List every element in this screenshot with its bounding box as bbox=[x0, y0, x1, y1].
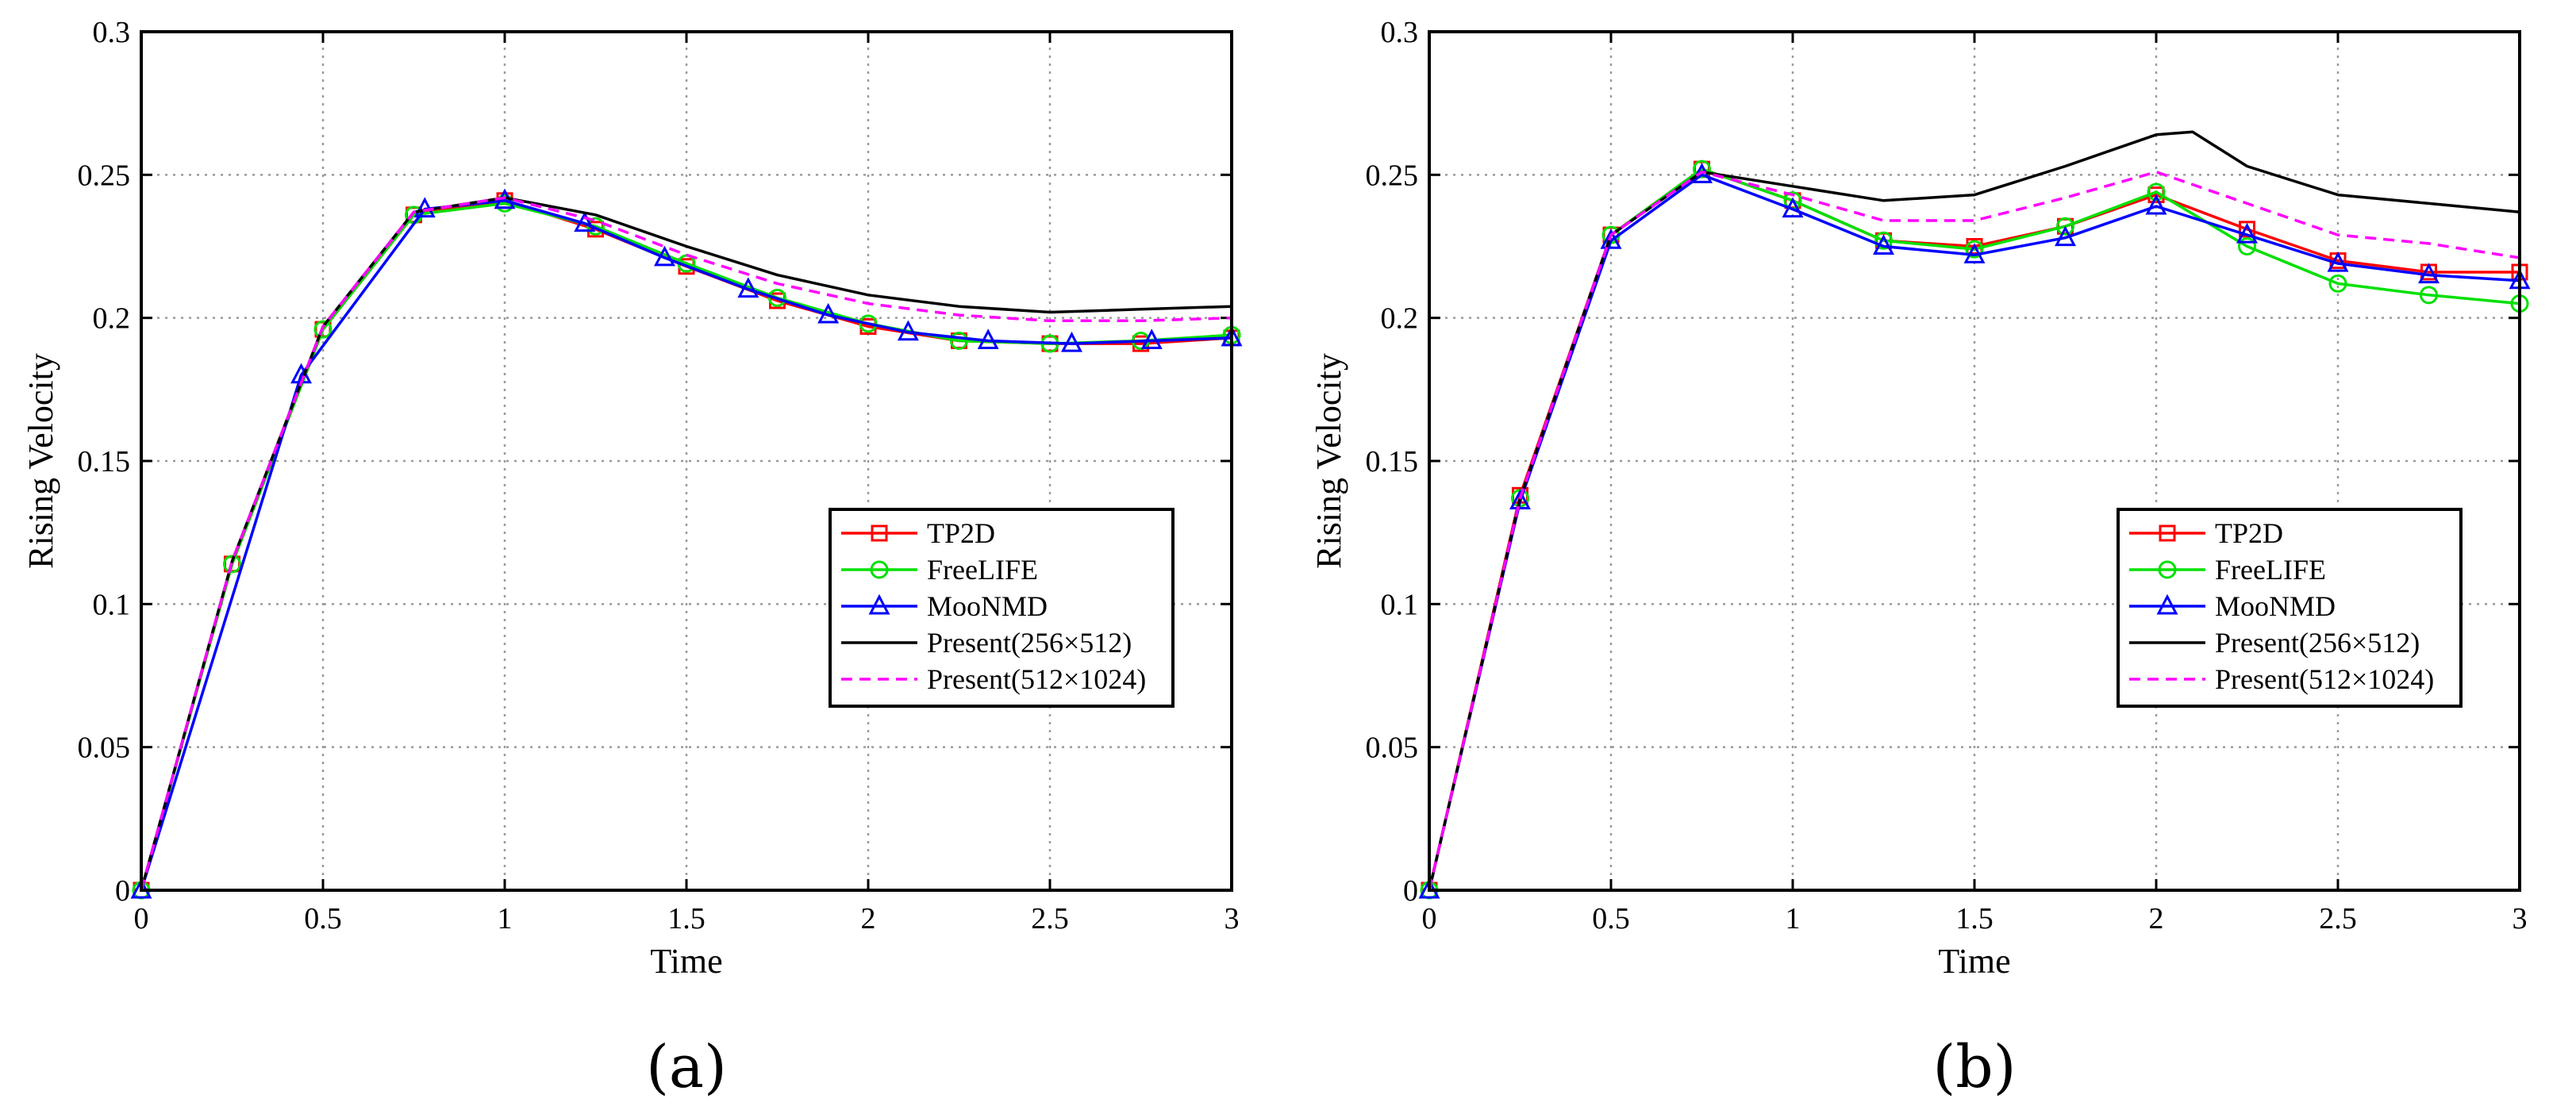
y-tick-label: 0.05 bbox=[78, 732, 131, 765]
y-tick-label: 0.2 bbox=[93, 302, 131, 336]
legend-entry-label: Present(512×1024) bbox=[927, 663, 1146, 695]
chart-panel-a: 0 0.5 1 1.5 2 2.5 3 0 0.05 0.1 0.15 0.2 0.25 0.3 Time R… bbox=[21, 16, 1243, 1101]
legend: TP2D FreeLIFE MooNMD Present(256×512) Presen… bbox=[829, 508, 1175, 708]
legend-swatch-marker bbox=[2159, 524, 2176, 542]
data-point-marker bbox=[737, 277, 759, 298]
y-tick-label: 0.25 bbox=[78, 159, 131, 192]
data-point-marker bbox=[2420, 286, 2438, 305]
x-tick-label: 0 bbox=[1422, 902, 1437, 935]
data-point-marker bbox=[1782, 197, 1804, 218]
data-point-marker bbox=[817, 302, 840, 324]
panel-label: (a) bbox=[646, 1033, 727, 1101]
y-tick-label: 0.1 bbox=[93, 588, 131, 621]
series-line-present512 bbox=[140, 196, 1232, 891]
data-point-marker bbox=[586, 217, 605, 236]
series-line-present512 bbox=[1428, 170, 2520, 891]
y-axis-label: Rising Velocity bbox=[1309, 353, 1348, 569]
data-point-marker bbox=[1693, 159, 1711, 179]
series-moonmd bbox=[1418, 163, 2531, 899]
x-tick-label: 0.5 bbox=[1592, 902, 1630, 935]
data-point-marker bbox=[654, 245, 675, 267]
y-tick-label: 0.05 bbox=[1366, 732, 1419, 765]
data-point-marker bbox=[950, 332, 968, 351]
y-tick-label: 0.3 bbox=[93, 16, 131, 49]
legend: TP2D FreeLIFE MooNMD Present(256×512) Presen… bbox=[2117, 508, 2463, 708]
x-tick-label: 1.5 bbox=[1955, 902, 1994, 935]
data-point-marker bbox=[2327, 251, 2349, 272]
data-point-marker bbox=[1509, 489, 1531, 509]
data-point-marker bbox=[574, 211, 596, 232]
data-point-marker bbox=[2418, 263, 2440, 284]
x-tick-label: 3 bbox=[1225, 902, 1240, 935]
y-tick-label: 0.1 bbox=[1381, 588, 1419, 621]
data-point-marker bbox=[2328, 274, 2347, 293]
data-point-marker bbox=[1963, 243, 1986, 263]
x-axis-label: Time bbox=[650, 942, 722, 981]
legend-entry-label: TP2D bbox=[927, 517, 995, 549]
x-tick-label: 2 bbox=[2149, 902, 2164, 935]
legend-entry-label: Present(512×1024) bbox=[2215, 663, 2434, 695]
data-point-marker bbox=[2056, 217, 2074, 236]
x-tick-label: 0 bbox=[134, 902, 149, 935]
data-point-marker bbox=[2236, 222, 2258, 244]
series-present512 bbox=[1428, 170, 2520, 891]
y-tick-label: 0.2 bbox=[1381, 302, 1419, 336]
data-point-marker bbox=[313, 320, 333, 339]
data-point-marker bbox=[859, 314, 878, 333]
x-axis-label: Time bbox=[1938, 942, 2010, 981]
data-point-marker bbox=[2238, 237, 2256, 255]
x-tick-label: 0.5 bbox=[304, 902, 342, 935]
x-tick-label: 2 bbox=[861, 902, 876, 935]
legend-entry-label: FreeLIFE bbox=[927, 554, 1038, 586]
legend-entry-label: MooNMD bbox=[2215, 590, 2336, 622]
plot-frame bbox=[140, 30, 1233, 892]
data-point-marker bbox=[413, 197, 436, 218]
data-point-marker bbox=[977, 328, 999, 350]
series-present512 bbox=[140, 196, 1232, 891]
x-tick-label: 2.5 bbox=[1031, 902, 1069, 935]
y-tick-label: 0.15 bbox=[78, 445, 131, 478]
legend-swatch-marker bbox=[868, 593, 890, 615]
data-point-marker bbox=[768, 288, 786, 307]
legend-swatch-marker bbox=[871, 524, 888, 542]
legend-entry-label: TP2D bbox=[2215, 517, 2283, 549]
legend-box bbox=[829, 508, 1175, 708]
x-tick-label: 1 bbox=[1786, 902, 1801, 935]
data-point-marker bbox=[1600, 229, 1622, 249]
y-axis-label: Rising Velocity bbox=[21, 353, 60, 569]
x-tick-label: 3 bbox=[2513, 902, 2528, 935]
x-tick-label: 1 bbox=[498, 902, 513, 935]
y-tick-label: 0.3 bbox=[1381, 16, 1419, 49]
panel-label: (b) bbox=[1932, 1033, 2016, 1101]
data-point-marker bbox=[2055, 225, 2076, 247]
legend-entry-label: FreeLIFE bbox=[2215, 554, 2326, 586]
legend-entry-label: MooNMD bbox=[927, 590, 1048, 622]
chart-panel-b: 0 0.5 1 1.5 2 2.5 3 0 0.05 0.1 0.15 0.2 0.25 0.3 Time R… bbox=[1309, 16, 2531, 1101]
y-tick-label: 0.15 bbox=[1366, 445, 1419, 478]
data-point-marker bbox=[2147, 182, 2166, 202]
data-point-marker bbox=[1874, 231, 1893, 250]
data-point-marker bbox=[897, 320, 919, 341]
data-point-marker bbox=[223, 555, 241, 574]
legend-entry-label: Present(256×512) bbox=[927, 627, 1132, 659]
legend-swatch-marker bbox=[2156, 593, 2178, 615]
data-point-marker bbox=[1965, 240, 1984, 259]
data-point-marker bbox=[1061, 331, 1082, 352]
x-tick-label: 1.5 bbox=[667, 902, 706, 935]
legend-swatch-marker bbox=[2158, 560, 2177, 579]
data-point-marker bbox=[2145, 194, 2167, 215]
plot-frame bbox=[1428, 30, 2521, 892]
y-tick-label: 0 bbox=[115, 874, 130, 908]
x-tick-label: 2.5 bbox=[2319, 902, 2357, 935]
data-point-marker bbox=[1140, 328, 1163, 350]
y-tick-label: 0 bbox=[1403, 874, 1418, 908]
data-point-marker bbox=[1873, 234, 1894, 255]
legend-box bbox=[2117, 508, 2463, 708]
legend-swatch-marker bbox=[870, 560, 889, 579]
series-line-moonmd bbox=[1428, 173, 2520, 891]
legend-entry-label: Present(256×512) bbox=[2215, 627, 2420, 659]
y-tick-label: 0.25 bbox=[1366, 159, 1419, 192]
